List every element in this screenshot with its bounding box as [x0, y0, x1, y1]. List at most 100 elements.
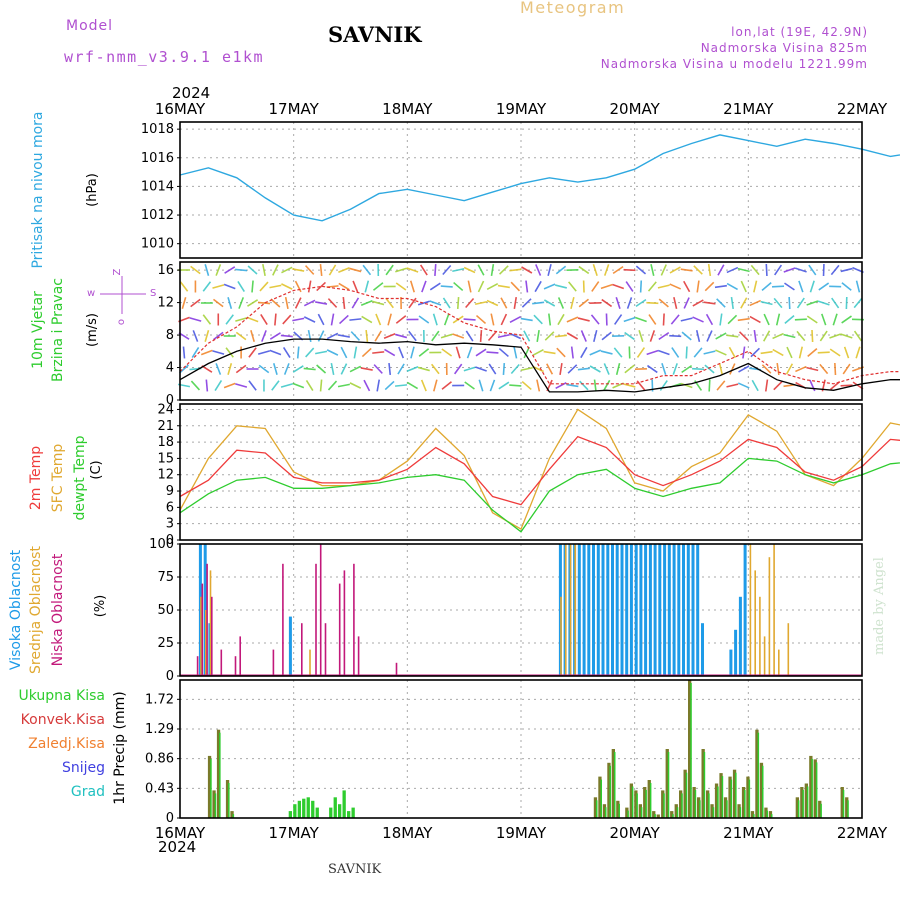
wind-arrow: [303, 316, 316, 323]
wind-arrow: [728, 346, 736, 359]
precip-bar: [741, 787, 746, 818]
precip-bar: [719, 773, 723, 818]
x-tick-label-bottom: 16MAY: [155, 824, 206, 842]
wind-arrow: [818, 282, 830, 291]
mid-cloud-bar: [778, 649, 780, 676]
precip-bar: [216, 729, 221, 818]
wind-arrow: [328, 264, 337, 276]
y-tick-label: 8: [166, 328, 174, 343]
wind-arrow: [385, 264, 394, 276]
wind-arrow: [566, 383, 579, 388]
wind-arrow: [534, 280, 542, 293]
wind-arrow: [477, 264, 485, 276]
precip-bar-total: [753, 814, 755, 818]
wind-arrow: [205, 379, 209, 392]
high-cloud-bar: [701, 623, 704, 676]
wind-arrow: [772, 285, 785, 288]
precip-bar-total: [618, 803, 620, 819]
wind-arrow: [281, 266, 293, 274]
wind-arrow: [490, 313, 495, 326]
precip-bar: [714, 783, 719, 818]
wind-arrow: [623, 316, 636, 323]
wind-arrow: [509, 315, 521, 324]
mid-cloud-bar: [200, 596, 202, 676]
precip-bar-total: [228, 783, 230, 818]
wind-arrow: [204, 330, 210, 342]
wind-arrow: [521, 298, 532, 308]
x-tick-label-top: 18MAY: [382, 100, 433, 118]
wind-arrow: [342, 296, 346, 310]
high-cloud-bar: [596, 544, 600, 676]
wind-arrow: [212, 331, 224, 341]
wind-arrow: [398, 346, 405, 359]
precip-legend-label: Zaledj.Kisa: [28, 736, 105, 752]
wind-arrow: [397, 363, 405, 375]
precip-bar: [351, 807, 355, 818]
wind-arrow: [465, 297, 475, 309]
wind-arrow: [795, 365, 807, 373]
wind-arrow: [794, 318, 807, 321]
precip-bar-total: [667, 752, 670, 818]
wind-arrow: [577, 317, 590, 322]
wind-arrow: [612, 283, 625, 290]
high-cloud-bar: [639, 544, 643, 676]
wind-arrow: [395, 315, 407, 324]
precip-bar-total: [596, 800, 598, 818]
wind-arrow: [829, 333, 842, 339]
wind-arrow: [717, 264, 725, 276]
wind-arrow: [510, 363, 520, 375]
wind-arrow: [384, 348, 396, 357]
precip-bar: [293, 804, 297, 818]
high-cloud-bar: [629, 544, 633, 676]
wind-arrow: [235, 268, 248, 272]
wind-arrow: [340, 363, 348, 375]
wind-arrow: [513, 296, 518, 310]
wind-arrow: [227, 297, 233, 309]
low-cloud-bar: [211, 596, 213, 676]
wind-arrow: [603, 264, 610, 276]
low-cloud-bar: [239, 636, 241, 676]
wind-arrow: [773, 380, 783, 391]
cloud-unit: (%): [93, 595, 108, 618]
wind-arrow: [192, 330, 199, 342]
wind-arrow: [570, 296, 575, 310]
y-tick-label: 9: [166, 484, 174, 499]
wind-arrow: [475, 314, 487, 325]
x-tick-label-top: 19MAY: [496, 100, 547, 118]
precip-bar: [333, 797, 337, 818]
wind-arrow: [661, 363, 667, 375]
precip-bar: [688, 680, 692, 818]
wind-arrow: [716, 380, 726, 391]
wind-arrow: [467, 280, 472, 293]
wind-arrow: [376, 379, 381, 392]
precip-bar: [732, 769, 737, 818]
wind-arrow: [796, 297, 805, 309]
wind-arrow: [212, 350, 225, 355]
wind-arrow: [798, 346, 804, 359]
high-cloud-ylabel: Visoka Oblacnost: [8, 549, 24, 670]
wind-arrow: [200, 349, 213, 356]
wind-arrow: [543, 299, 556, 307]
mid-cloud-bar: [564, 544, 567, 676]
wind-arrow: [360, 300, 373, 306]
wind-arrow: [738, 365, 750, 373]
wind-arrow: [681, 331, 692, 341]
low-cloud-bar: [206, 563, 208, 676]
high-cloud-bar: [592, 544, 595, 676]
wind-arrow: [760, 350, 773, 355]
precip-bar-total: [721, 776, 724, 818]
wind-arrow: [442, 264, 452, 276]
wind-arrow: [557, 313, 565, 326]
grid-layer: [180, 122, 862, 818]
wind-arrow: [707, 263, 712, 277]
wind-arrow: [338, 282, 350, 291]
wind-arrow: [474, 300, 488, 306]
wind-arrow: [330, 362, 335, 376]
wind-arrow: [740, 280, 747, 293]
wind-arrow: [274, 313, 277, 326]
wind-arrow: [303, 299, 316, 307]
wind-arrow: [726, 383, 739, 388]
dewpt-ylabel: dewpt Temp: [72, 435, 88, 520]
precip-bar-total: [649, 783, 652, 818]
wind-arrow: [303, 367, 316, 371]
